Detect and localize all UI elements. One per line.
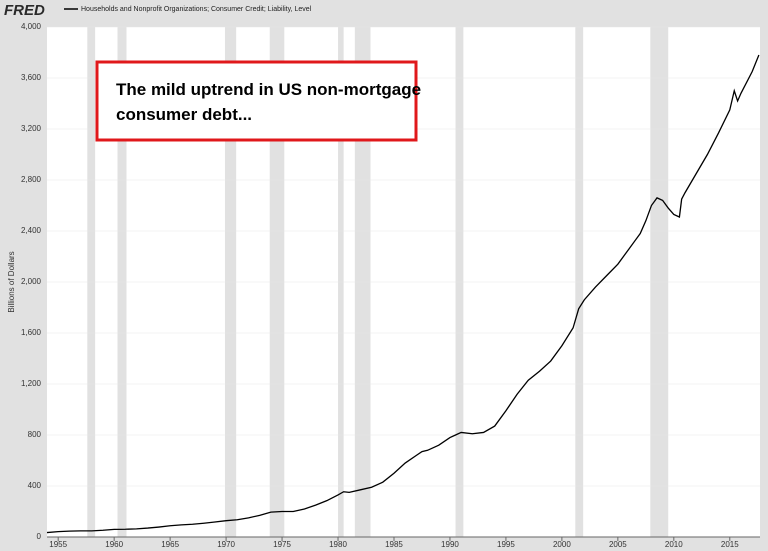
y-tick-label: 1,600 xyxy=(21,328,42,337)
legend-label: Households and Nonprofit Organizations; … xyxy=(81,6,312,13)
y-tick-label: 400 xyxy=(28,481,42,490)
x-tick-label: 2005 xyxy=(609,540,627,549)
y-axis-label: Billions of Dollars xyxy=(7,251,16,312)
y-tick-label: 2,000 xyxy=(21,277,42,286)
x-tick-label: 1995 xyxy=(497,540,515,549)
annotation: consumer debt... xyxy=(116,105,252,124)
y-tick-label: 3,600 xyxy=(21,73,42,82)
x-tick-label: 1985 xyxy=(385,540,403,549)
x-tick-label: 2000 xyxy=(553,540,571,549)
y-tick-label: 2,800 xyxy=(21,175,42,184)
y-tick-label: 2,400 xyxy=(21,226,42,235)
x-tick-label: 1955 xyxy=(49,540,67,549)
logo: FRED xyxy=(4,2,45,19)
x-tick-label: 1975 xyxy=(273,540,291,549)
y-tick-label: 4,000 xyxy=(21,22,42,31)
x-tick-label: 1960 xyxy=(105,540,123,549)
x-tick-label: 1970 xyxy=(217,540,235,549)
y-tick-label: 3,200 xyxy=(21,124,42,133)
x-tick-label: 1980 xyxy=(329,540,347,549)
y-tick-label: 0 xyxy=(37,532,42,541)
annotation: The mild uptrend in US non-mortgage xyxy=(116,80,421,99)
annotation-box xyxy=(95,60,418,142)
x-tick-label: 1965 xyxy=(161,540,179,549)
x-tick-label: 2010 xyxy=(665,540,683,549)
y-tick-label: 800 xyxy=(28,430,42,439)
x-tick-label: 2015 xyxy=(721,540,739,549)
x-tick-label: 1990 xyxy=(441,540,459,549)
data-line xyxy=(46,54,760,534)
y-tick-label: 1,200 xyxy=(21,379,42,388)
